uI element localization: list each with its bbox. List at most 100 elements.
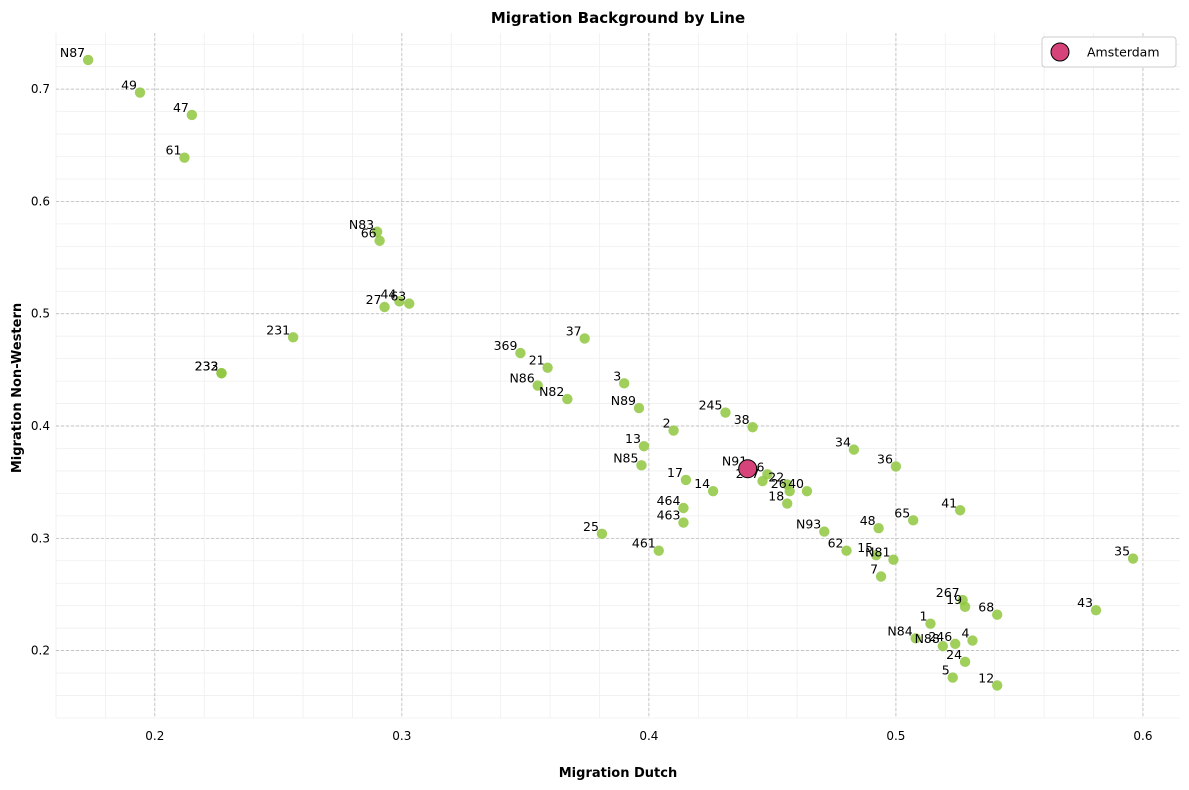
- data-point: [782, 498, 793, 509]
- data-point: [991, 680, 1003, 691]
- data-label: 7: [870, 562, 878, 577]
- data-label: 38: [734, 412, 750, 427]
- data-point: [967, 635, 978, 646]
- data-point: [394, 296, 405, 307]
- data-point: [819, 526, 830, 537]
- y-tick-label: 0.4: [31, 419, 50, 433]
- data-label: 232: [195, 358, 219, 373]
- data-point: [747, 421, 758, 433]
- y-tick-label: 0.5: [31, 307, 50, 321]
- data-point: [870, 549, 882, 561]
- data-point: [959, 601, 971, 613]
- x-tick-label: 0.5: [886, 729, 905, 743]
- data-point: [720, 407, 731, 418]
- data-label: N84: [887, 623, 912, 638]
- data-label: N83: [349, 217, 374, 232]
- data-label: 63: [390, 289, 406, 304]
- data-point: [841, 545, 852, 556]
- data-point: [991, 609, 1003, 620]
- data-label: 36: [877, 451, 893, 466]
- data-label: 62: [828, 536, 844, 551]
- data-point: [707, 485, 719, 497]
- data-label: 267: [936, 585, 960, 600]
- data-point: [888, 554, 899, 565]
- data-point: [937, 640, 949, 652]
- data-point: [925, 618, 936, 629]
- highlight-layer: [738, 459, 758, 479]
- data-point: [134, 87, 146, 98]
- data-label: 26: [771, 476, 787, 491]
- data-label: 231: [266, 322, 290, 337]
- data-point: [636, 460, 647, 471]
- x-tick-label: 0.3: [392, 729, 411, 743]
- data-point: [371, 226, 383, 237]
- data-label: 15: [857, 540, 873, 555]
- legend-marker-amsterdam: [1050, 42, 1070, 62]
- data-label: 68: [978, 600, 994, 615]
- data-point: [890, 461, 902, 472]
- data-point: [848, 444, 860, 455]
- data-label: 34: [835, 435, 851, 450]
- data-label: 21: [529, 353, 545, 368]
- data-point: [947, 672, 958, 683]
- data-label: 463: [657, 508, 681, 523]
- data-label: 4: [962, 626, 970, 641]
- highlight-point-amsterdam: [738, 459, 758, 479]
- data-label: 25: [583, 519, 599, 534]
- data-point: [618, 378, 630, 389]
- data-point: [680, 474, 692, 486]
- data-label: N88: [915, 631, 940, 646]
- data-point: [959, 656, 971, 668]
- y-tick-label: 0.7: [31, 82, 50, 96]
- data-point: [653, 545, 664, 556]
- data-label: 13: [625, 431, 641, 446]
- data-point: [379, 301, 390, 313]
- data-label: 3: [613, 368, 621, 383]
- data-point: [910, 633, 921, 644]
- data-label: N82: [539, 384, 564, 399]
- data-point: [638, 441, 650, 452]
- y-axis-label: Migration Non-Western: [10, 303, 25, 473]
- data-label: N93: [796, 517, 821, 532]
- data-point: [908, 515, 919, 526]
- legend-frame: [1041, 36, 1177, 68]
- data-point: [950, 638, 961, 650]
- data-point: [374, 235, 385, 246]
- data-label: 18: [768, 489, 784, 504]
- data-point: [678, 517, 689, 528]
- data-label: 1: [920, 609, 928, 624]
- data-label: 43: [1077, 595, 1093, 610]
- data-point: [532, 380, 543, 391]
- y-tick-label: 0.3: [31, 531, 50, 545]
- legend: Amsterdam: [1041, 36, 1177, 68]
- data-label: 246: [928, 629, 952, 644]
- data-point: [678, 502, 689, 514]
- data-point: [954, 505, 966, 516]
- data-label: 22: [768, 469, 784, 484]
- data-point: [1090, 604, 1102, 616]
- data-point: [875, 571, 887, 582]
- data-label: 17: [667, 465, 683, 480]
- data-label: 24: [946, 647, 962, 662]
- data-label: 369: [494, 338, 518, 353]
- x-tick-label: 0.4: [639, 729, 658, 743]
- data-label: 66: [361, 226, 377, 241]
- data-label: 49: [121, 78, 137, 93]
- data-label: 40: [788, 476, 804, 491]
- data-label: N89: [611, 393, 636, 408]
- data-label: 41: [941, 495, 957, 510]
- data-label: 61: [166, 143, 182, 158]
- data-points: [82, 54, 1139, 691]
- data-label: N87: [60, 45, 85, 60]
- data-label: 5: [942, 663, 950, 678]
- data-label: N86: [509, 371, 534, 386]
- data-point: [579, 333, 590, 344]
- data-label: 47: [173, 100, 189, 115]
- data-label: 245: [699, 398, 723, 413]
- data-label: 19: [946, 592, 962, 607]
- data-label: 35: [1114, 544, 1130, 559]
- data-point: [668, 425, 679, 436]
- data-point: [596, 528, 608, 540]
- data-point: [542, 362, 553, 373]
